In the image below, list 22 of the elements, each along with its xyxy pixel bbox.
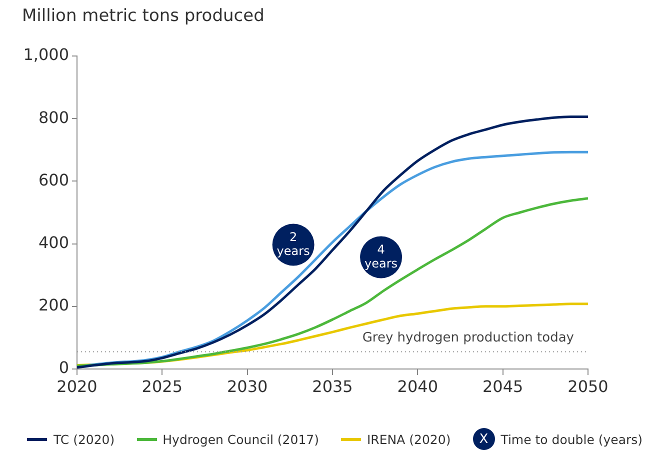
- legend-label: TC (2020): [53, 432, 115, 446]
- annotation: 2 years: [276, 230, 310, 258]
- x-tick-label: 2025: [142, 376, 183, 396]
- x-tick-label: 2020: [56, 376, 98, 396]
- text: Time to double (years): [500, 432, 643, 446]
- x-tick-label: 2050: [568, 376, 608, 396]
- legend-label: IRENA (2020): [366, 432, 451, 446]
- ref-line-label: Grey hydrogen production today: [362, 330, 574, 346]
- legend-label: Hydrogen Council (2017): [162, 432, 319, 446]
- x-tick-label: 2035: [312, 376, 353, 396]
- x-tick-label: 2030: [226, 376, 268, 396]
- text: X: [472, 428, 495, 450]
- y-tick-label: 1,000: [23, 45, 69, 64]
- annotation: 4 years: [364, 242, 398, 270]
- y-tick-label: 800: [38, 108, 69, 127]
- x-tick-label: 2045: [482, 376, 524, 396]
- y-tick-label: 400: [38, 232, 69, 252]
- y-tick-label: 0: [58, 358, 69, 378]
- x-tick-label: 2040: [397, 376, 438, 396]
- chart-title: Million metric tons produced: [22, 6, 264, 26]
- y-tick-label: 200: [38, 296, 69, 315]
- y-tick-label: 600: [38, 170, 69, 190]
